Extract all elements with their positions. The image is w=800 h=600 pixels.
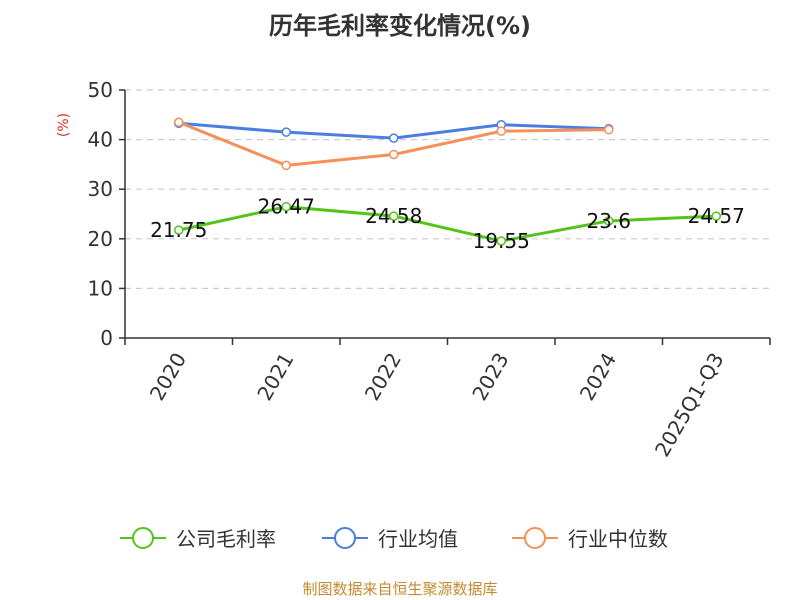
data-point (711, 211, 721, 221)
legend: 公司毛利率 行业均值 行业中位数 (120, 527, 668, 551)
legend-label: 行业均值 (378, 527, 458, 551)
data-label: 21.75 (150, 218, 207, 242)
source-note: 制图数据来自恒生聚源数据库 (302, 580, 497, 598)
x-tick-label: 2020 (145, 349, 191, 405)
legend-marker (132, 527, 154, 549)
series-line (178, 205, 717, 243)
data-label: 26.47 (258, 195, 315, 219)
data-point (389, 149, 399, 160)
legend-marker (334, 527, 356, 549)
data-point (174, 117, 184, 127)
data-point (604, 216, 614, 226)
data-labels: 21.75 26.47 24.58 19.55 23.6 24.57 (150, 195, 745, 253)
chart-title: 历年毛利率变化情况(%) (269, 12, 531, 40)
data-point (389, 133, 399, 143)
x-tick-label: 2025Q1-Q3 (650, 349, 729, 461)
data-label: 19.55 (473, 229, 530, 253)
data-point (281, 160, 291, 171)
data-point (174, 225, 184, 235)
data-label: 24.58 (365, 204, 422, 228)
y-tick-label: 40 (88, 128, 113, 152)
data-point (496, 126, 506, 136)
grid (125, 89, 770, 289)
data-point (389, 211, 399, 221)
legend-label: 行业中位数 (568, 527, 668, 551)
axes: 0 10 20 30 40 50 2020 2021 2022 2023 2024 2025Q1-Q3 (88, 78, 771, 461)
x-tick-label: 2023 (467, 349, 513, 405)
y-tick-label: 20 (88, 227, 113, 251)
data-label: 23.6 (586, 209, 631, 233)
y-tick-label: 50 (88, 78, 113, 102)
legend-label: 公司毛利率 (176, 527, 276, 551)
data-point (604, 124, 614, 135)
x-tick-label: 2024 (575, 349, 621, 405)
y-tick-label: 30 (88, 177, 113, 201)
y-axis-label: (%) (56, 113, 72, 137)
data-point (281, 201, 291, 212)
data-point (496, 236, 506, 246)
y-tick-label: 0 (100, 326, 113, 350)
x-tick-label: 2022 (360, 349, 406, 405)
data-label: 24.57 (688, 204, 745, 228)
legend-marker (524, 527, 546, 549)
series-layer (174, 117, 721, 246)
data-point (281, 127, 291, 137)
x-tick-label: 2021 (252, 349, 298, 405)
y-tick-label: 10 (88, 276, 113, 300)
